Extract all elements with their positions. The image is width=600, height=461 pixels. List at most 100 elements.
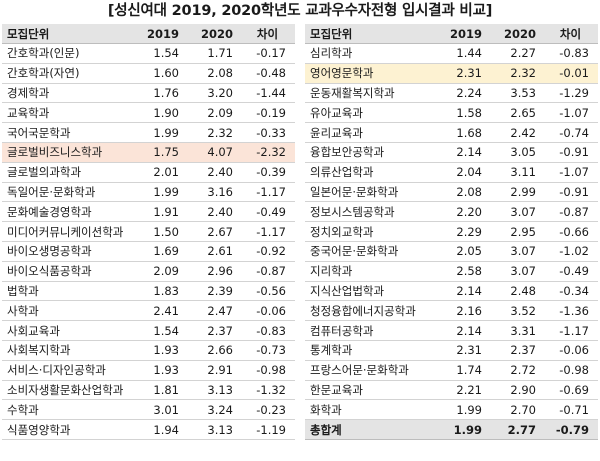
table-row: 지리학과 2.58 3.07 -0.49 [305,261,598,282]
score-2020-cell: 3.53 [489,83,543,104]
table-row: 사회복지학과 1.93 2.66 -0.73 [2,340,295,361]
table-row: 중국어문·문화학과 2.05 3.07 -1.02 [305,241,598,262]
dept-cell: 사회복지학과 [2,340,132,361]
table-row: 식품영양학과 1.94 3.13 -1.19 [2,419,295,440]
score-2019-cell: 2.08 [435,182,489,203]
header-row: 모집단위 2019 2020 차이 [305,24,598,44]
score-2020-cell: 2.32 [489,63,543,84]
score-2019-cell: 1.94 [132,419,186,440]
score-2019-cell: 1.83 [132,281,186,302]
right-table-body: 심리학과 1.44 2.27 -0.83 영어영문학과 2.31 2.32 -0.01 운동재활… [305,43,598,440]
score-2020-cell: 2.70 [489,399,543,421]
dept-cell: 독일어문·문화학과 [2,182,132,203]
diff-cell: -0.49 [543,261,598,282]
diff-cell: -0.17 [240,43,295,64]
dept-cell: 수학과 [2,399,132,421]
diff-cell: -0.92 [240,241,295,262]
table-row: 법학과 1.83 2.39 -0.56 [2,281,295,302]
diff-cell: -1.07 [543,162,598,183]
score-2020-cell: 2.99 [489,182,543,203]
score-2019-cell: 2.01 [132,162,186,183]
score-2019-cell: 1.91 [132,201,186,223]
table-row: 통계학과 2.31 2.37 -0.06 [305,340,598,361]
dept-cell: 글로벌의과학과 [2,162,132,183]
score-2020-cell: 4.07 [186,142,240,163]
score-2020-cell: 3.05 [489,142,543,163]
table-row: 문화예술경영학과 1.91 2.40 -0.49 [2,201,295,223]
score-2020-cell: 2.47 [186,300,240,322]
diff-cell: -1.36 [543,300,598,322]
diff-cell: -0.98 [240,360,295,381]
score-2020-cell: 3.31 [489,320,543,341]
score-2020-cell: 3.07 [489,241,543,262]
score-2020-cell: 2.40 [186,201,240,223]
score-2019-cell: 2.21 [435,380,489,401]
dept-cell: 의류산업학과 [305,162,435,183]
score-2019-cell: 3.01 [132,399,186,421]
score-2019-cell: 1.50 [132,221,186,242]
score-2019-cell: 1.69 [132,241,186,262]
table-row: 교육학과 1.90 2.09 -0.19 [2,102,295,124]
score-2020-cell: 3.52 [489,300,543,322]
score-2019-cell: 1.81 [132,380,186,401]
dept-cell: 국어국문학과 [2,122,132,143]
table-row: 프랑스어문·문화학과 1.74 2.72 -0.98 [305,360,598,381]
dept-cell: 미디어커뮤니케이션학과 [2,221,132,242]
score-2019-cell: 1.75 [132,142,186,163]
diff-cell: -0.69 [543,380,598,401]
score-2019-cell: 2.14 [435,320,489,341]
table-row: 간호학과(자연) 1.60 2.08 -0.48 [2,63,295,84]
score-2020-cell: 2.95 [489,221,543,242]
score-2020-cell: 2.67 [186,221,240,242]
diff-cell: -0.33 [240,122,295,143]
dept-cell: 융합보안공학과 [305,142,435,163]
score-2019-cell: 1.60 [132,63,186,84]
diff-cell: -0.34 [543,281,598,302]
score-2020-cell: 3.16 [186,182,240,203]
dept-cell: 윤리교육과 [305,122,435,143]
score-2020-cell: 2.37 [186,320,240,341]
table-row: 청정융합에너지공학과 2.16 3.52 -1.36 [305,300,598,322]
table-row: 융합보안공학과 2.14 3.05 -0.91 [305,142,598,163]
page-title: [성신여대 2019, 2020학년도 교과우수자전형 입시결과 비교] [107,3,493,19]
header-2020: 2020 [186,24,240,44]
table-row: 지식산업법학과 2.14 2.48 -0.34 [305,281,598,302]
score-2019-cell: 2.04 [435,162,489,183]
table-row: 소비자생활문화산업학과 1.81 3.13 -1.32 [2,380,295,401]
score-2020-cell: 1.71 [186,43,240,64]
score-2019-cell: 1.99 [435,399,489,421]
score-2019-cell: 2.24 [435,83,489,104]
table-row: 독일어문·문화학과 1.99 3.16 -1.17 [2,182,295,203]
score-2020-cell: 2.77 [489,419,543,440]
diff-cell: -0.49 [240,201,295,223]
dept-cell: 법학과 [2,281,132,302]
score-2020-cell: 2.42 [489,122,543,143]
diff-cell: -0.79 [543,419,598,440]
right-table: 모집단위 2019 2020 차이 심리학과 1.44 2.27 -0.83 영어영문학… [305,24,598,440]
dept-cell: 심리학과 [305,43,435,64]
diff-cell: -0.19 [240,102,295,124]
dept-cell: 통계학과 [305,340,435,361]
diff-cell: -0.39 [240,162,295,183]
score-2019-cell: 2.31 [435,340,489,361]
table-row: 윤리교육과 1.68 2.42 -0.74 [305,122,598,143]
diff-cell: -1.17 [543,320,598,341]
table-row: 운동재활복지학과 2.24 3.53 -1.29 [305,83,598,104]
dept-cell: 바이오식품공학과 [2,261,132,282]
table-row: 영어영문학과 2.31 2.32 -0.01 [305,63,598,84]
dept-cell: 일본어문·문화학과 [305,182,435,203]
header-dept: 모집단위 [305,24,435,44]
dept-cell: 서비스·디자인공학과 [2,360,132,381]
header-dept: 모집단위 [2,24,132,44]
table-row: 바이오식품공학과 2.09 2.96 -0.87 [2,261,295,282]
score-2020-cell: 3.13 [186,419,240,440]
score-2019-cell: 2.05 [435,241,489,262]
table-row: 정보시스템공학과 2.20 3.07 -0.87 [305,201,598,223]
score-2020-cell: 2.27 [489,43,543,64]
diff-cell: -2.32 [240,142,295,163]
score-2019-cell: 1.90 [132,102,186,124]
header-diff: 차이 [240,24,295,44]
diff-cell: -1.17 [240,221,295,242]
score-2019-cell: 2.20 [435,201,489,223]
diff-cell: -0.87 [543,201,598,223]
